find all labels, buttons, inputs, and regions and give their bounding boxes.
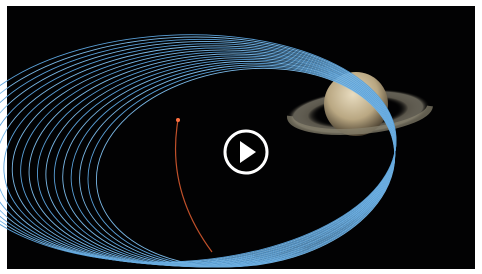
- play-button[interactable]: [225, 131, 267, 173]
- page: (() => { const g = document.getElementBy…: [0, 0, 482, 274]
- spacecraft: [176, 118, 180, 122]
- video-player: [0, 0, 482, 274]
